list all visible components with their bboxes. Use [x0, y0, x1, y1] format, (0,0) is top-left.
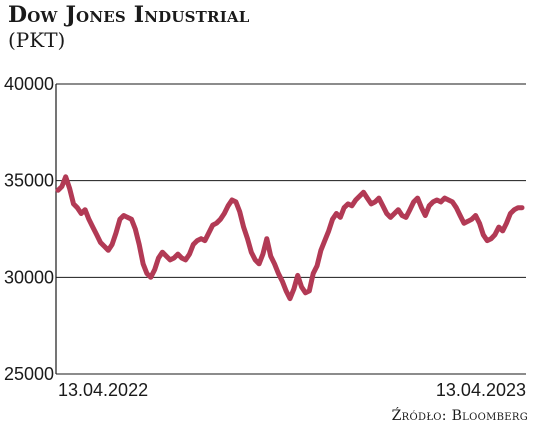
chart-subtitle: (PKT) [8, 28, 66, 52]
chart-title: Dow Jones Industrial [8, 2, 250, 28]
y-tick-label-40000: 40000 [4, 74, 54, 94]
x-axis-ticks: 13.04.2022 13.04.2023 [58, 380, 526, 400]
x-tick-label-start: 13.04.2022 [58, 380, 148, 400]
y-tick-label-25000: 25000 [4, 364, 54, 384]
y-tick-label-35000: 35000 [4, 171, 54, 191]
source-note: Źródło: Bloomberg [391, 408, 528, 424]
series-group [55, 174, 525, 302]
x-tick-label-end: 13.04.2023 [436, 380, 526, 400]
series-line-0 [55, 174, 525, 302]
y-tick-label-30000: 30000 [4, 267, 54, 287]
y-axis-ticks: 40000 35000 30000 25000 [4, 74, 54, 384]
grid-lines [55, 83, 526, 375]
